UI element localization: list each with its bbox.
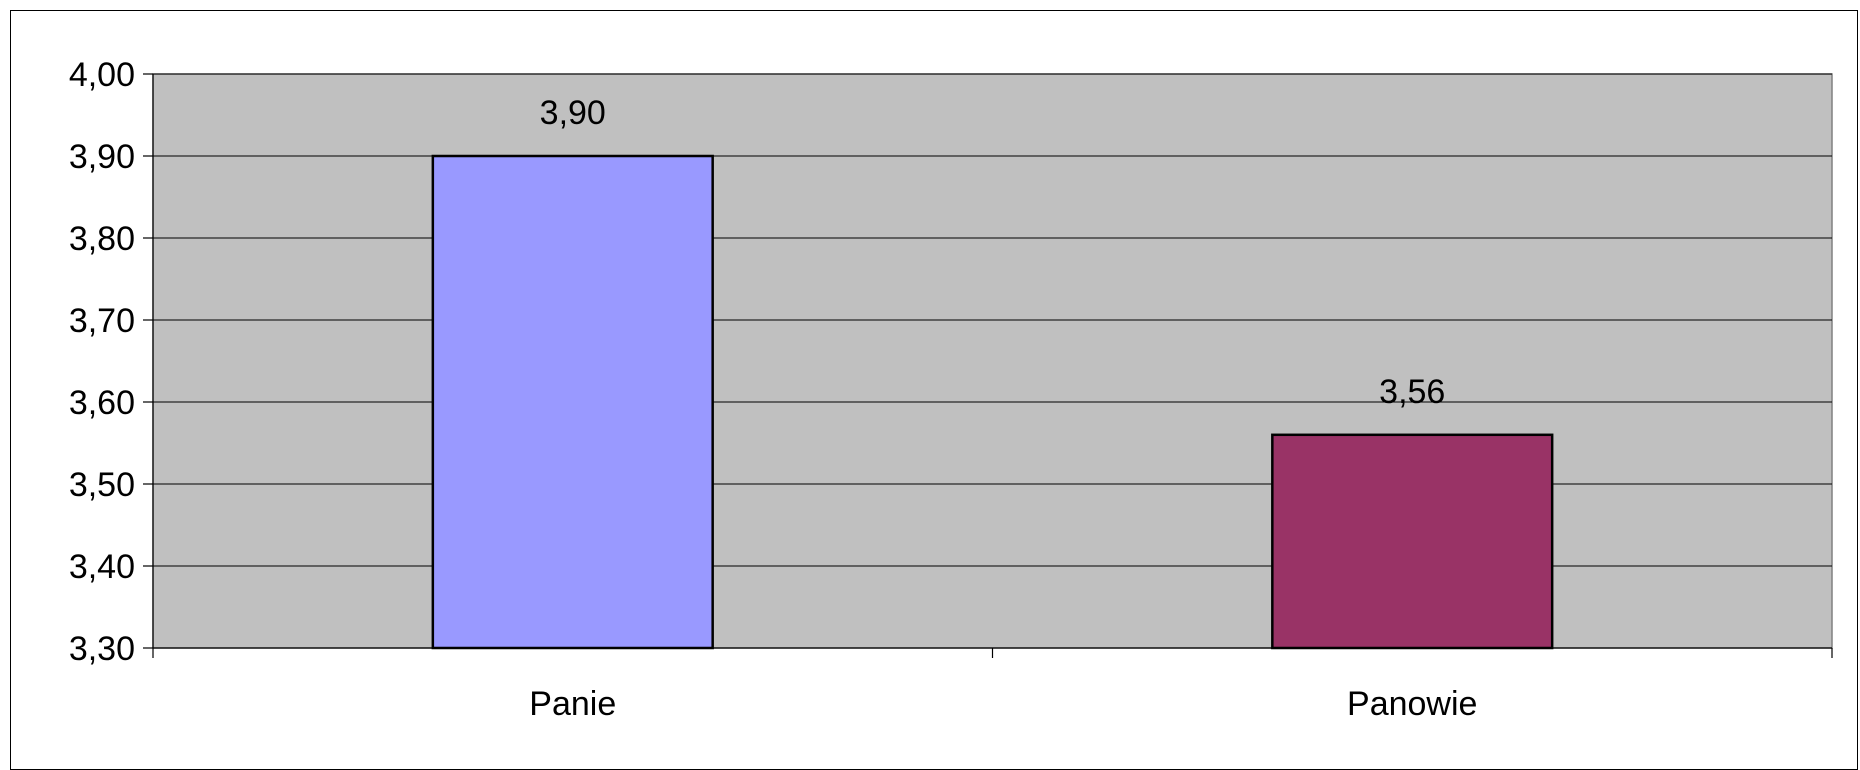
y-tick-label: 3,60 xyxy=(69,384,135,422)
y-tick-label: 3,80 xyxy=(69,220,135,258)
data-label: 3,56 xyxy=(1379,373,1445,411)
data-labels: 3,90 3,56 xyxy=(540,94,1446,411)
category-label: Panowie xyxy=(1347,685,1477,723)
data-label: 3,90 xyxy=(540,94,606,132)
y-tick-label: 3,70 xyxy=(69,302,135,340)
y-tick-labels: 3,30 3,40 3,50 3,60 3,70 3,80 3,90 4,00 xyxy=(69,56,135,668)
category-labels: Panie Panowie xyxy=(529,685,1477,723)
bars xyxy=(431,154,1554,650)
category-label: Panie xyxy=(529,685,616,723)
plot-area xyxy=(152,73,1833,649)
y-tick-label: 4,00 xyxy=(69,56,135,94)
y-tick-label: 3,50 xyxy=(69,466,135,504)
y-tick-label: 3,90 xyxy=(69,138,135,176)
bar-panowie xyxy=(1271,433,1554,650)
bar-panie xyxy=(431,154,714,650)
y-tick-label: 3,30 xyxy=(69,630,135,668)
y-tick-label: 3,40 xyxy=(69,548,135,586)
